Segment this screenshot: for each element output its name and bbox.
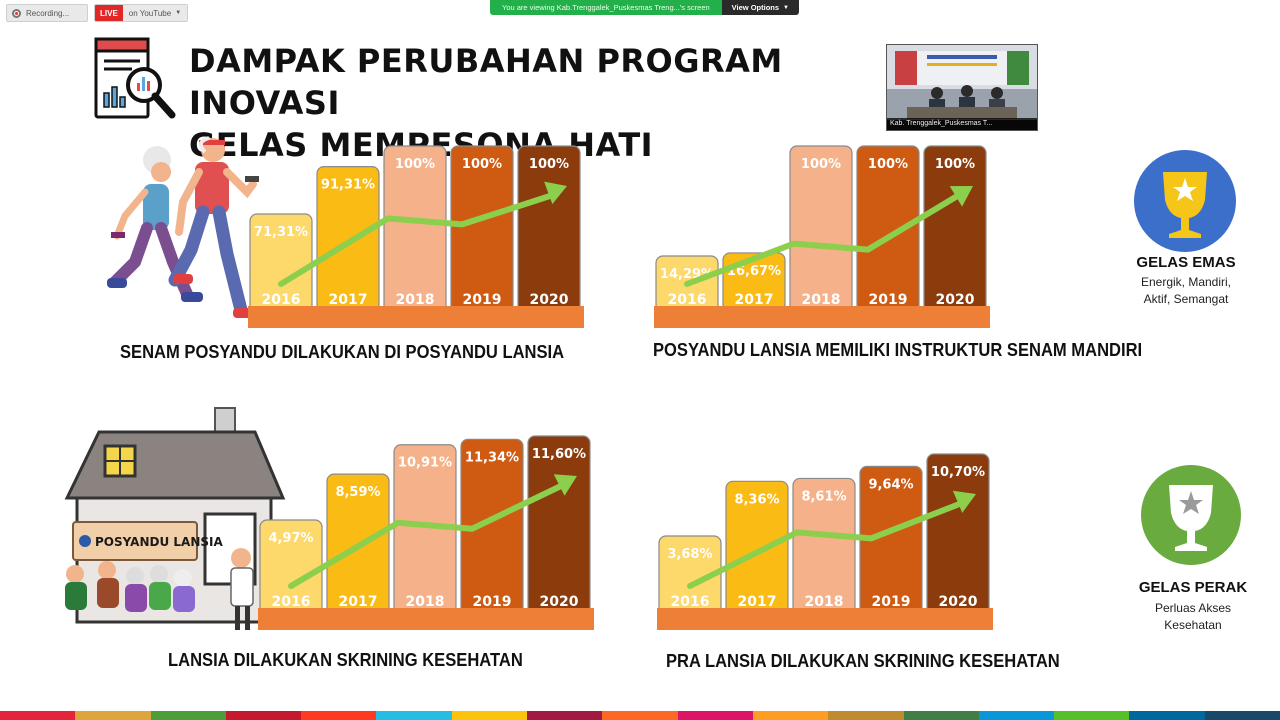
recording-indicator[interactable]: Recording... <box>6 4 88 22</box>
video-frame <box>887 45 1037 120</box>
year-label-2016: 2016 <box>671 594 710 610</box>
year-label-2020: 2020 <box>540 594 579 610</box>
year-label-2020: 2020 <box>530 292 569 308</box>
record-icon <box>12 8 21 18</box>
chart-base <box>248 306 584 328</box>
trend-arrow-head <box>544 181 567 205</box>
value-label-2020: 10,70% <box>931 465 985 480</box>
view-options-label: View Options <box>731 3 780 12</box>
slide-title-line1: DAMPAK PERUBAHAN PROGRAM INOVASI <box>189 42 783 122</box>
trend-arrow-head <box>949 186 973 207</box>
award-gold-desc-line2: Aktif, Semangat <box>1143 292 1229 306</box>
value-label-2019: 100% <box>868 157 908 172</box>
value-label-2016: 3,68% <box>667 547 712 562</box>
elderly-exercise-illustration <box>107 136 259 318</box>
value-label-2017: 91,31% <box>321 178 375 193</box>
bottom-color-stripe <box>0 711 1280 720</box>
chart-base <box>258 608 594 630</box>
year-label-2020: 2020 <box>939 594 978 610</box>
value-label-2020: 11,60% <box>532 447 586 462</box>
award-silver-desc: Perluas Akses Kesehatan <box>1113 600 1273 634</box>
chart-base <box>657 608 993 630</box>
chart-base <box>654 306 990 328</box>
award-silver-title: GELAS PERAK <box>1138 579 1248 596</box>
year-label-2017: 2017 <box>329 292 368 308</box>
year-label-2017: 2017 <box>339 594 378 610</box>
value-label-2018: 8,61% <box>801 489 846 504</box>
year-label-2019: 2019 <box>463 292 502 308</box>
value-label-2017: 8,59% <box>335 485 380 500</box>
year-label-2020: 2020 <box>936 292 975 308</box>
value-label-2016: 4,97% <box>268 531 313 546</box>
participant-video-thumbnail[interactable]: Kab. Trenggalek_Puskesmas T... <box>886 44 1038 131</box>
chart-skrining-lansia: 4,97% 8,59% 10,91% 11,34% 11,60% 2016 2017 201… <box>258 435 594 630</box>
value-label-2019: 100% <box>462 157 502 172</box>
recording-label: Recording... <box>26 8 70 18</box>
trend-arrow-line <box>278 192 556 287</box>
view-options-button[interactable]: View Options ▼ <box>721 0 799 15</box>
value-label-2018: 100% <box>801 157 841 172</box>
silver-trophy-icon <box>1141 465 1241 565</box>
video-caption: Kab. Trenggalek_Puskesmas T... <box>887 118 1037 130</box>
chart-instruktur-senam: 14,29% 16,67%100% 100% 100% 2016 2017 2018 201… <box>654 145 990 328</box>
caret-down-icon: ▼ <box>783 4 789 11</box>
year-label-2018: 2018 <box>406 594 445 610</box>
live-stream-indicator[interactable]: LIVE on YouTube ▼ <box>94 4 189 22</box>
year-label-2017: 2017 <box>735 292 774 308</box>
year-label-2018: 2018 <box>802 292 841 308</box>
value-label-2019: 11,34% <box>465 450 519 465</box>
screen-share-banner: You are viewing Kab.Trenggalek_Puskesmas… <box>490 0 799 15</box>
live-badge: LIVE <box>95 5 123 21</box>
chart-caption-2: POSYANDU LANSIA MEMILIKI INSTRUKTUR SENA… <box>653 340 1143 360</box>
trend-arrow-line <box>684 192 962 287</box>
viewing-text: You are viewing Kab.Trenggalek_Puskesmas… <box>490 0 722 15</box>
year-label-2016: 2016 <box>262 292 301 308</box>
year-label-2019: 2019 <box>872 594 911 610</box>
posyandu-house-illustration: POSYANDU LANSIA <box>64 407 286 630</box>
slide-title: DAMPAK PERUBAHAN PROGRAM INOVASI GELAS M… <box>189 40 889 166</box>
value-label-2017: 16,67% <box>727 264 781 279</box>
year-label-2016: 2016 <box>668 292 707 308</box>
report-search-icon <box>94 37 176 119</box>
chart-skrining-pra-lansia: 3,68% 8,36% 8,61% 9,64% 10,70% 2016 2017 2018 2… <box>657 453 993 630</box>
house-sign-text: POSYANDU LANSIA <box>95 535 223 549</box>
value-label-2016: 71,31% <box>254 225 308 240</box>
chart-caption-3: LANSIA DILAKUKAN SKRINING KESEHATAN <box>168 650 523 670</box>
year-label-2019: 2019 <box>473 594 512 610</box>
trend-arrow-line <box>687 500 965 589</box>
caret-down-icon: ▼ <box>175 10 182 16</box>
award-gold-title: GELAS EMAS <box>1136 254 1236 271</box>
value-label-2018: 10,91% <box>398 456 452 471</box>
gold-trophy-icon <box>1134 150 1236 252</box>
trend-arrow-line <box>288 482 566 589</box>
year-label-2018: 2018 <box>805 594 844 610</box>
chart-caption-4: PRA LANSIA DILAKUKAN SKRINING KESEHATAN <box>666 651 1060 671</box>
value-label-2020: 100% <box>529 157 569 172</box>
live-destination[interactable]: on YouTube ▼ <box>122 5 188 21</box>
year-label-2017: 2017 <box>738 594 777 610</box>
value-label-2017: 8,36% <box>734 492 779 507</box>
award-silver-desc-line1: Perluas Akses <box>1154 601 1232 615</box>
value-label-2018: 100% <box>395 157 435 172</box>
chart-senam-posyandu: 71,31% 91,31% 100% 100% 100% 2016 2017 2018 201… <box>248 145 584 328</box>
bar-2020 <box>527 435 591 615</box>
award-gold-desc-line1: Energik, Mandiri, <box>1140 275 1232 289</box>
award-silver-desc-line2: Kesehatan <box>1164 618 1222 632</box>
live-destination-label: on YouTube <box>128 8 172 18</box>
award-gold-desc: Energik, Mandiri, Aktif, Semangat <box>1106 274 1266 308</box>
trend-arrow-head <box>553 474 577 496</box>
value-label-2020: 100% <box>935 157 975 172</box>
value-label-2019: 9,64% <box>868 477 913 492</box>
chart-caption-1: SENAM POSYANDU DILAKUKAN DI POSYANDU LAN… <box>120 342 565 362</box>
year-label-2019: 2019 <box>869 292 908 308</box>
year-label-2018: 2018 <box>396 292 435 308</box>
year-label-2016: 2016 <box>272 594 311 610</box>
trend-arrow-head <box>952 490 976 513</box>
